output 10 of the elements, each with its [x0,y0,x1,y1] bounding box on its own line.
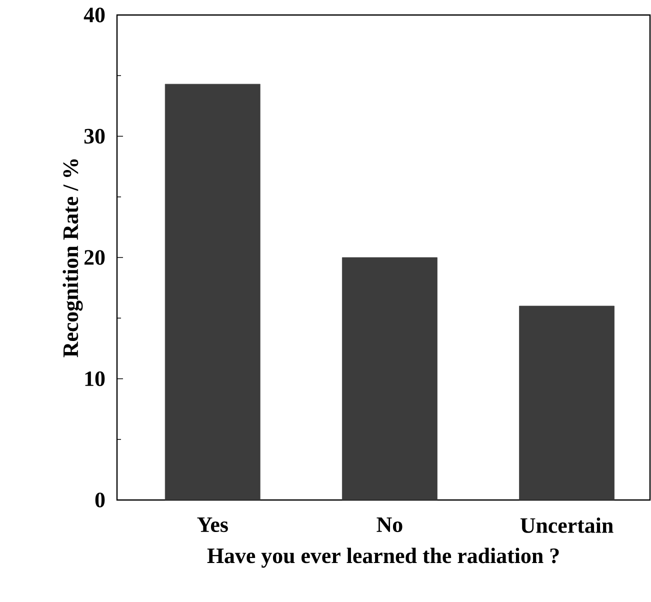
x-axis-title: Have you ever learned the radiation ? [207,548,559,568]
x-tick-label: Uncertain [520,518,614,533]
y-tick-label: 40 [84,8,105,22]
y-tick-label: 10 [85,371,105,386]
x-tick-label: Yes [197,518,228,532]
y-axis-title: Recognition Rate / % [62,159,83,358]
y-tick-label: 0 [95,492,105,508]
y-tick-label: 30 [84,128,105,144]
y-tick-label: 20 [84,250,105,265]
x-tick-label: No [376,518,402,532]
